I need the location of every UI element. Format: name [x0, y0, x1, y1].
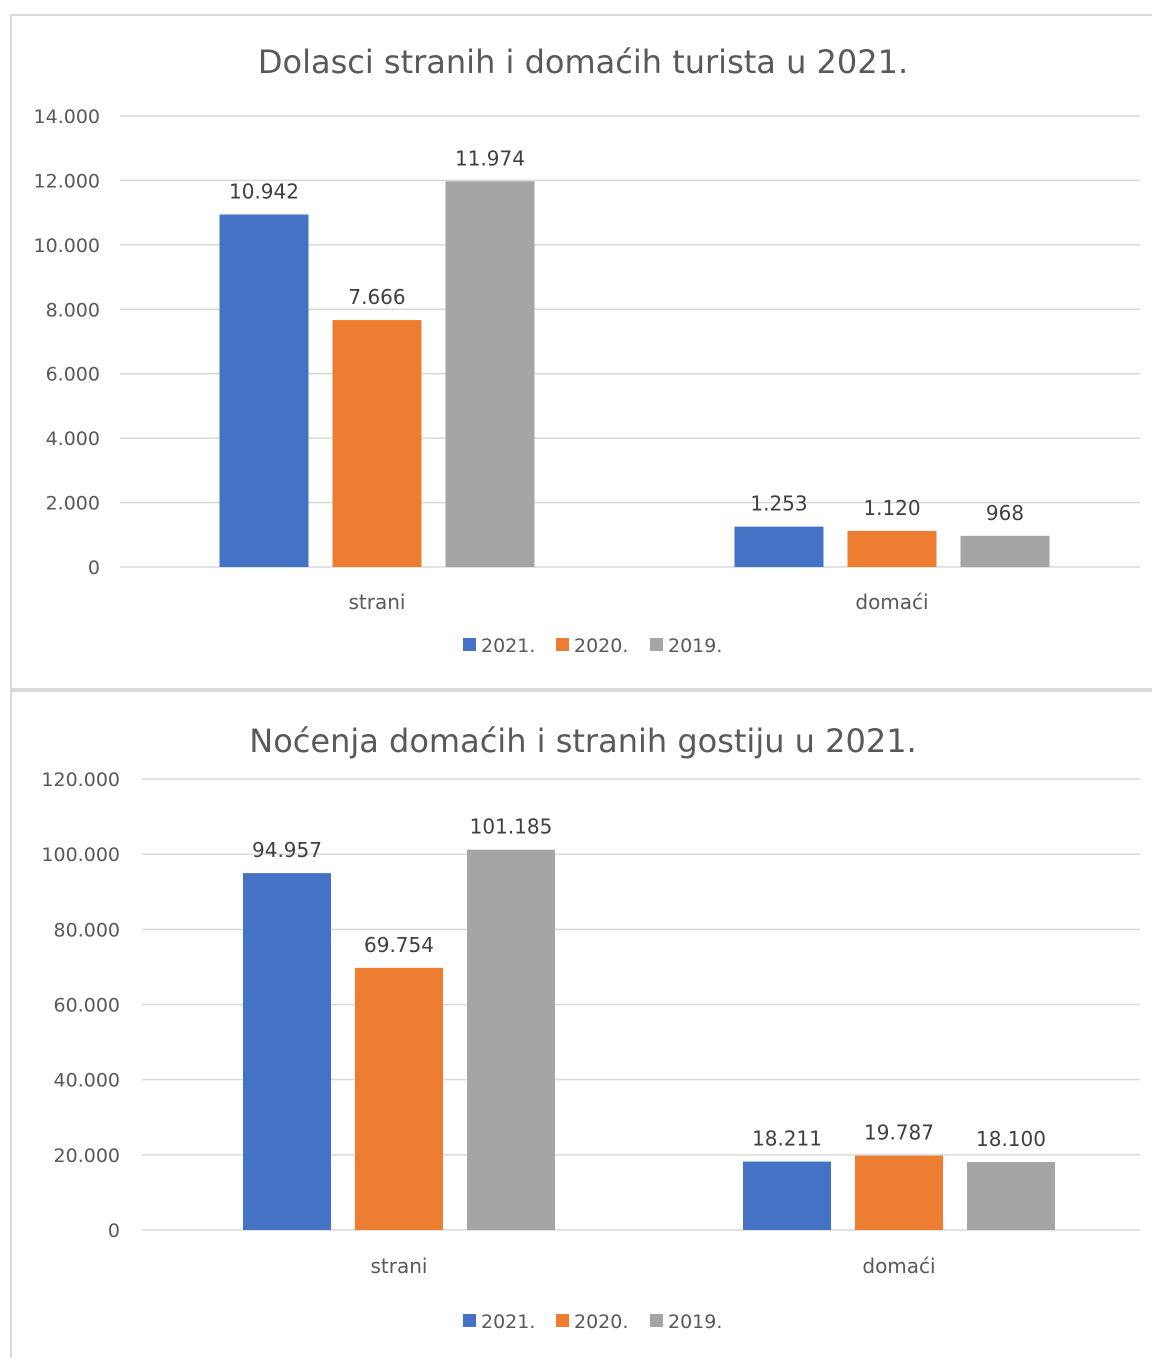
bar-2019-domaći [960, 535, 1050, 567]
y-tick-label: 6.000 [46, 364, 100, 386]
category-label: domaći [862, 1254, 935, 1278]
legend-swatch [556, 638, 569, 651]
arrivals-chart: Dolasci stranih i domaćih turista u 2021… [34, 43, 1140, 657]
data-label: 18.211 [752, 1127, 822, 1151]
y-tick-label: 60.000 [54, 995, 120, 1017]
category-label: strani [371, 1254, 428, 1278]
bar-2021-domaći [743, 1161, 831, 1230]
category-label: strani [349, 590, 406, 614]
legend-label: 2020. [574, 635, 628, 657]
data-label: 1.253 [750, 492, 807, 516]
bar-2020-domaći [847, 530, 937, 567]
legend-swatch [463, 1314, 476, 1327]
y-tick-label: 0 [88, 557, 100, 579]
y-tick-label: 2.000 [46, 493, 100, 515]
chart-panel-arrivals: Dolasci stranih i domaćih turista u 2021… [10, 14, 1152, 690]
bar-2020-domaći [855, 1155, 943, 1230]
bar-2020-strani [332, 320, 422, 567]
data-label: 19.787 [864, 1121, 934, 1145]
legend-swatch [463, 638, 476, 651]
y-tick-label: 4.000 [46, 428, 100, 450]
legend-label: 2019. [668, 1311, 722, 1333]
legend-label: 2020. [574, 1311, 628, 1333]
y-tick-label: 10.000 [34, 235, 100, 257]
bar-2019-domaći [967, 1161, 1055, 1230]
overnights-chart: Noćenja domaćih i stranih gostiju u 2021… [41, 722, 1140, 1333]
legend-label: 2021. [481, 1311, 535, 1333]
legend-label: 2021. [481, 635, 535, 657]
y-tick-label: 40.000 [54, 1070, 120, 1092]
y-tick-label: 120.000 [41, 769, 120, 791]
data-label: 94.957 [252, 838, 322, 862]
y-tick-label: 0 [108, 1220, 120, 1242]
data-label: 69.754 [364, 933, 434, 957]
data-label: 10.942 [229, 180, 299, 204]
legend-swatch [650, 1314, 663, 1327]
bar-2021-strani [243, 873, 331, 1230]
bar-2019-strani [467, 849, 555, 1230]
data-label: 11.974 [455, 146, 525, 170]
data-label: 968 [986, 501, 1024, 525]
category-label: domaći [855, 590, 928, 614]
legend-label: 2019. [668, 635, 722, 657]
data-label: 18.100 [976, 1127, 1046, 1151]
chart-panel-overnights: Noćenja domaćih i stranih gostiju u 2021… [10, 688, 1152, 1358]
y-tick-label: 14.000 [34, 106, 100, 128]
y-tick-label: 12.000 [34, 170, 100, 192]
data-label: 101.185 [470, 815, 553, 839]
y-tick-label: 80.000 [54, 919, 120, 941]
bar-2021-domaći [734, 526, 824, 567]
legend-swatch [556, 1314, 569, 1327]
bar-2020-strani [355, 967, 443, 1230]
chart-title: Dolasci stranih i domaćih turista u 2021… [258, 43, 908, 81]
y-tick-label: 100.000 [41, 844, 120, 866]
data-label: 1.120 [863, 496, 920, 520]
data-label: 7.666 [348, 285, 405, 309]
y-tick-label: 8.000 [46, 299, 100, 321]
bar-2021-strani [219, 214, 309, 567]
chart-title: Noćenja domaćih i stranih gostiju u 2021… [249, 722, 916, 760]
legend-swatch [650, 638, 663, 651]
bar-2019-strani [445, 181, 535, 567]
y-tick-label: 20.000 [54, 1145, 120, 1167]
